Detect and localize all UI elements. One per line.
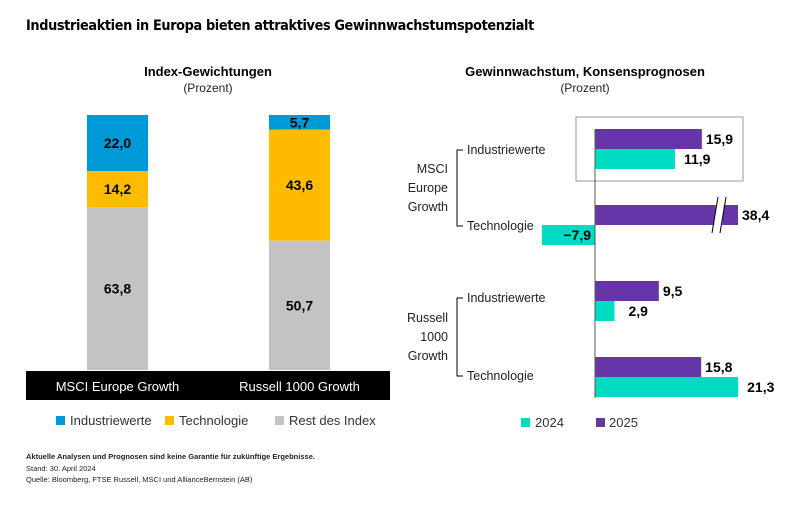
main-title: Industrieaktien in Europa bieten attrakt… [26,18,534,34]
axis-break-line [719,196,727,234]
data-label-2024: −7,9 [563,227,591,243]
category-label: MSCI Europe Growth [56,379,180,394]
data-label: 50,7 [286,297,313,313]
bar-2024-3 [595,377,739,397]
bar-technologie-1 [269,129,330,241]
footer-date: Stand: 30. April 2024 [26,464,96,473]
category-label: Russell 1000 Growth [239,379,360,394]
axis-break-gap [714,204,724,226]
category-label: Industriewerte [467,291,546,305]
data-label-2025: 15,8 [705,359,732,375]
highlight-box [575,116,744,182]
data-label: 43,6 [286,177,313,193]
legend-swatch [165,416,174,425]
legend-swatch [275,416,284,425]
legend-label: 2025 [609,415,638,430]
group-label: Russell [407,311,448,325]
bar-rest-des-index-1 [269,240,330,370]
group-label: Europe [408,181,448,195]
group-label: MSCI [417,162,448,176]
data-label: 22,0 [104,135,131,151]
footer-source: Quelle: Bloomberg, FTSE Russell, MSCI un… [26,475,253,484]
category-band [26,371,390,400]
data-label-2025: 9,5 [663,283,683,299]
bar-2025-0 [595,129,702,149]
data-label-2024: 11,9 [684,151,711,167]
right-chart-subtitle: (Prozent) [560,81,610,95]
legend-label: Rest des Index [289,413,376,428]
legend-swatch-2024 [521,418,530,427]
right-chart-title: Gewinnwachstum, Konsensprognosen [465,64,705,79]
data-label: 63,8 [104,281,131,297]
earnings-growth-chart: 15,9 11,9 38,4 −7,9 9,5 2,9 15,8 21,3 Industriew… [407,116,775,430]
category-label: Technologie [467,219,534,233]
bar-rest-des-index-0 [87,207,148,370]
legend-label: 2024 [535,415,564,430]
bar-2025-1 [595,205,738,225]
footer-disclaimer: Aktuelle Analysen und Prognosen sind kei… [26,452,315,461]
data-label-2024: 2,9 [628,303,648,319]
group-label: Growth [408,200,448,214]
bar-industriewerte-1 [269,115,330,130]
left-chart-subtitle: (Prozent) [183,81,233,95]
category-label: Technologie [467,369,534,383]
bar-industriewerte-0 [87,115,148,172]
group-label: 1000 [420,330,448,344]
legend-label: Industriewerte [70,413,152,428]
legend-swatch-2025 [596,418,605,427]
data-label: 14,2 [104,181,131,197]
group-label: Growth [408,349,448,363]
data-label-2025: 15,9 [706,131,733,147]
index-weights-chart: 22,0 14,2 63,8 5,7 43,6 50,7 MSCI Europe Growt… [26,114,390,428]
bar-2024-0 [595,149,675,169]
group-bracket [456,297,463,377]
bar-2025-3 [595,357,702,377]
category-label: Industriewerte [467,143,546,157]
data-label-2024: 21,3 [747,379,774,395]
legend-label: Technologie [179,413,248,428]
bar-technologie-0 [87,171,148,208]
legend-swatch [56,416,65,425]
bar-2024-1 [541,225,595,245]
data-label: 5,7 [290,114,310,130]
left-chart-title: Index-Gewichtungen [144,64,272,79]
group-bracket [456,149,463,227]
bar-2025-2 [595,281,659,301]
axis-break-line [711,196,719,234]
data-label-2025: 38,4 [742,207,769,223]
bar-2024-2 [595,301,615,321]
